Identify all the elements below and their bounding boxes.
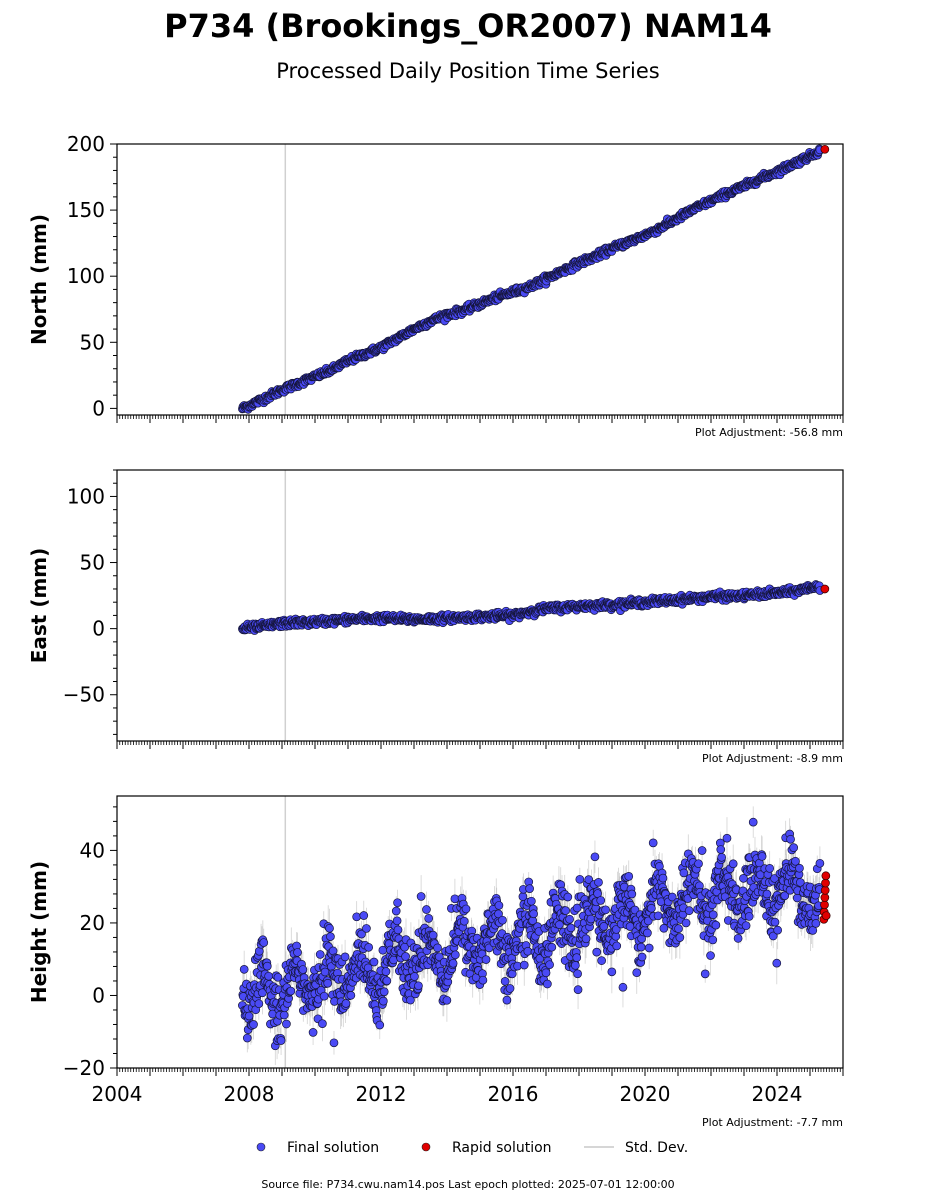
y-tick-label: 50 [80,551,105,575]
figure-title: P734 (Brookings_OR2007) NAM14 [164,7,772,45]
north-panel: 0 50 100 150 200 North (mm) Plot Adjustment: -… [27,132,844,439]
y-tick-label: 200 [67,132,105,156]
plot-frame [116,469,844,742]
plot-area [238,806,831,1068]
y-tick-label: 150 [67,198,105,222]
plot-adjustment-note: Plot Adjustment: -56.8 mm [695,426,843,439]
y-tick-label: −50 [63,683,105,707]
rapid-solution-points [820,144,830,154]
plot-adjustment-note: Plot Adjustment: -8.9 mm [702,752,843,765]
y-tick-label: 0 [92,617,105,641]
plot-area [238,144,830,414]
y-tick-label: 0 [92,396,105,420]
east-panel: −50 0 50 100 East (mm) Plot Adjustment: -8.9 … [27,469,844,765]
final-solution-points [238,580,825,635]
final-solution-points [238,144,825,414]
y-axis-label: North (mm) [27,214,51,345]
y-tick-label: 100 [67,264,105,288]
rapid-solution-point [820,144,830,154]
plot-area [238,580,830,635]
rapid-solution-point [820,584,830,594]
figure-subtitle: Processed Daily Position Time Series [276,59,660,83]
y-tick-label: 50 [80,330,105,354]
y-axis-label: East (mm) [27,548,51,664]
rapid-solution-points [820,584,830,594]
y-tick-label: 100 [67,484,105,508]
